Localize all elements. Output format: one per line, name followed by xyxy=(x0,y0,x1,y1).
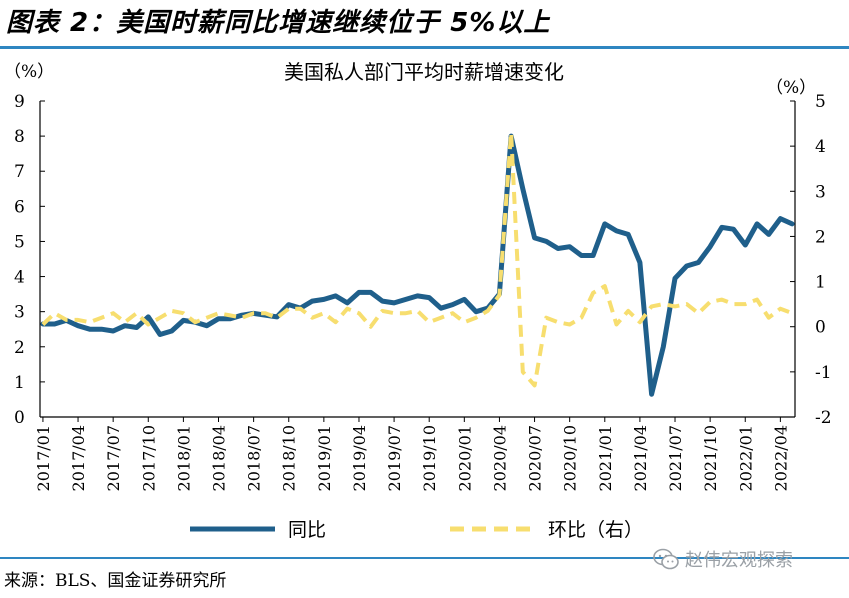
left-tick-label: 3 xyxy=(14,303,25,323)
x-tick-label: 2019/10 xyxy=(420,425,439,491)
x-tick-label: 2021/07 xyxy=(666,425,685,491)
series-line-yoy xyxy=(40,133,795,397)
x-tick-label: 2018/07 xyxy=(245,425,264,491)
x-tick-label: 2022/04 xyxy=(771,425,790,491)
right-tick-label: 4 xyxy=(815,137,826,157)
left-tick-label: 7 xyxy=(14,162,25,182)
watermark-text: 赵伟宏观探索 xyxy=(685,550,793,571)
legend-label: 环比（右） xyxy=(548,519,643,541)
left-tick-label: 4 xyxy=(14,268,25,288)
left-axis-unit: （%） xyxy=(4,62,54,82)
legend-label: 同比 xyxy=(288,519,326,541)
left-tick-label: 1 xyxy=(14,373,25,393)
left-tick-label: 8 xyxy=(14,127,25,147)
x-tick-label: 2020/10 xyxy=(561,425,580,491)
left-tick-label: 6 xyxy=(14,197,25,217)
x-tick-label: 2017/01 xyxy=(34,425,53,491)
x-tick-label: 2019/07 xyxy=(385,425,404,491)
x-tick-label: 2017/07 xyxy=(104,425,123,491)
x-tick-label: 2018/01 xyxy=(174,425,193,491)
source-note: 来源：BLS、国金证券研究所 xyxy=(4,571,227,591)
right-tick-label: 5 xyxy=(815,92,826,112)
right-tick-label: 0 xyxy=(815,318,826,338)
right-axis-unit: （%） xyxy=(766,78,816,98)
right-tick-label: -2 xyxy=(815,408,832,428)
left-tick-label: 9 xyxy=(14,92,25,112)
x-tick-label: 2017/04 xyxy=(69,425,88,491)
left-tick-label: 5 xyxy=(14,232,25,252)
left-tick-label: 0 xyxy=(14,408,25,428)
right-tick-label: -1 xyxy=(815,363,832,383)
x-tick-label: 2018/04 xyxy=(210,425,229,491)
x-tick-label: 2017/10 xyxy=(139,425,158,491)
x-tick-label: 2019/01 xyxy=(315,425,334,491)
x-tick-label: 2021/04 xyxy=(631,425,650,491)
x-tick-label: 2021/10 xyxy=(701,425,720,491)
bottom-rule xyxy=(0,557,849,559)
chart-title: 美国私人部门平均时薪增速变化 xyxy=(284,60,564,84)
x-tick-label: 2020/01 xyxy=(455,425,474,491)
right-tick-label: 2 xyxy=(815,227,826,247)
top-rule xyxy=(0,46,849,49)
watermark: 赵伟宏观探索 xyxy=(653,546,793,572)
figure-title: 图表 2：美国时薪同比增速继续位于 5%以上 xyxy=(6,8,551,38)
wechat-icon xyxy=(653,548,679,570)
series-line-mom xyxy=(41,130,793,388)
right-tick-label: 3 xyxy=(815,182,826,202)
line-chart: 美国私人部门平均时薪增速变化 （%） （%） 0 1 2 3 4 5 6 7 8 9 -2 -1 0 1 2 3 4 5… xyxy=(4,60,832,541)
x-tick-label: 2018/10 xyxy=(280,425,299,491)
x-tick-label: 2020/07 xyxy=(526,425,545,491)
x-tick-label: 2019/04 xyxy=(350,425,369,491)
x-tick-label: 2021/01 xyxy=(596,425,615,491)
x-tick-label: 2022/01 xyxy=(736,425,755,491)
x-tick-label: 2020/04 xyxy=(490,425,509,491)
left-tick-label: 2 xyxy=(14,338,25,358)
right-tick-label: 1 xyxy=(815,273,826,293)
